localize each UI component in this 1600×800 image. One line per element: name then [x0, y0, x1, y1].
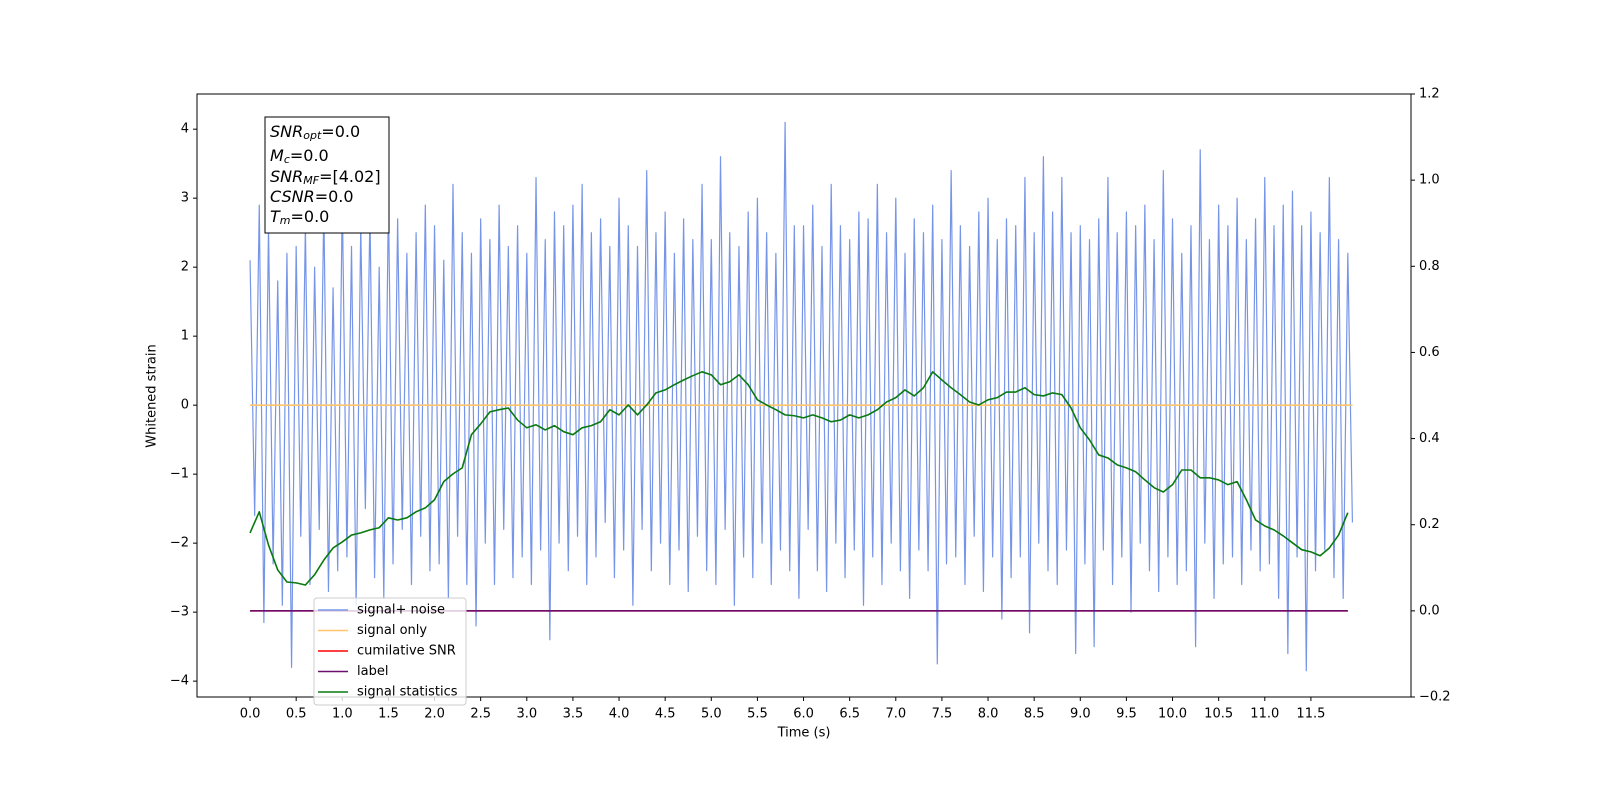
y2-tick-label: 1.2	[1419, 87, 1440, 102]
annotation: SNRMF=[4.02]	[270, 167, 381, 188]
annotation: SNRopt=0.0	[270, 122, 360, 143]
y2-tick-label: 0.8	[1419, 259, 1440, 274]
x-tick-label: 3.5	[563, 707, 584, 722]
annotation-symbol: SNR	[270, 167, 303, 186]
y2-tick-label: 1.0	[1419, 173, 1440, 188]
x-tick-label: 2.5	[470, 707, 491, 722]
legend-label: signal only	[357, 623, 427, 638]
y-tick-label: 3	[181, 191, 189, 206]
legend-label: signal statistics	[357, 685, 458, 700]
annotation-subscript: m	[280, 214, 291, 227]
x-tick-label: 1.5	[378, 707, 399, 722]
y2-tick-label: −0.2	[1419, 690, 1451, 705]
y-tick-label: −2	[170, 536, 189, 551]
annotation: Tm=0.0	[270, 207, 329, 228]
annotation-symbol: T	[270, 207, 281, 226]
legend: signal+ noise signal only cumilative SNR la…	[313, 597, 467, 706]
y-axis-label: Whitened strain	[145, 344, 160, 447]
x-tick-label: 5.5	[747, 707, 768, 722]
annotation-value: =[4.02]	[319, 167, 381, 186]
annotation-frame	[264, 116, 390, 234]
annotation: Mc=0.0	[270, 146, 329, 167]
x-tick-label: 9.0	[1070, 707, 1091, 722]
x-axis-label: Time (s)	[777, 726, 831, 741]
x-tick-label: 0.0	[240, 707, 261, 722]
x-tick-label: 7.0	[885, 707, 906, 722]
annotation-value: =0.0	[290, 146, 329, 165]
legend-label: cumilative SNR	[357, 644, 456, 659]
annotation-box: SNRopt=0.0Mc=0.0SNRMF=[4.02]CSNR=0.0Tm=0…	[264, 116, 390, 234]
annotation-value: =0.0	[291, 207, 330, 226]
x-tick-label: 5.0	[701, 707, 722, 722]
legend-label: label	[357, 664, 388, 679]
x-tick-label: 0.5	[286, 707, 307, 722]
legend-frame	[313, 597, 467, 706]
y2-tick-label: 0.4	[1419, 431, 1440, 446]
legend-label: signal+ noise	[357, 603, 445, 618]
series-line	[249, 371, 1349, 586]
x-tick-label: 11.0	[1250, 707, 1279, 722]
annotation-symbol: SNR	[270, 122, 303, 141]
y-tick-label: −4	[170, 674, 189, 689]
x-tick-label: 4.0	[609, 707, 630, 722]
y-tick-label: 0	[181, 398, 189, 413]
y2-tick-label: 0.6	[1419, 345, 1440, 360]
x-tick-label: 8.5	[1024, 707, 1045, 722]
x-tick-label: 10.5	[1204, 707, 1233, 722]
x-tick-label: 6.0	[793, 707, 814, 722]
annotation-symbol: CSNR	[270, 187, 315, 206]
x-tick-label: 2.0	[424, 707, 445, 722]
x-tick-label: 7.5	[932, 707, 953, 722]
y-tick-label: 4	[181, 122, 189, 137]
annotation-subscript: opt	[303, 129, 322, 142]
series-line	[249, 121, 1354, 672]
x-tick-label: 11.5	[1296, 707, 1325, 722]
annotation-value: =0.0	[315, 187, 354, 206]
x-tick-label: 9.5	[1116, 707, 1137, 722]
y2-tick-label: 0.2	[1419, 517, 1440, 532]
x-tick-label: 4.5	[655, 707, 676, 722]
annotation-subscript: c	[284, 153, 290, 166]
annotation-subscript: MF	[303, 174, 319, 187]
x-tick-label: 1.0	[332, 707, 353, 722]
x-tick-label: 10.0	[1158, 707, 1187, 722]
y-tick-label: 2	[181, 260, 189, 275]
y2-tick-label: 0.0	[1419, 603, 1440, 618]
x-tick-label: 6.5	[839, 707, 860, 722]
x-tick-label: 8.0	[978, 707, 999, 722]
plot-frame	[196, 93, 1412, 698]
y-tick-label: −1	[170, 467, 189, 482]
annotation-symbol: M	[270, 146, 284, 165]
annotation: CSNR=0.0	[270, 187, 354, 206]
annotation-value: =0.0	[321, 122, 360, 141]
y-tick-label: 1	[181, 329, 189, 344]
x-tick-label: 3.0	[516, 707, 537, 722]
y-tick-label: −3	[170, 605, 189, 620]
